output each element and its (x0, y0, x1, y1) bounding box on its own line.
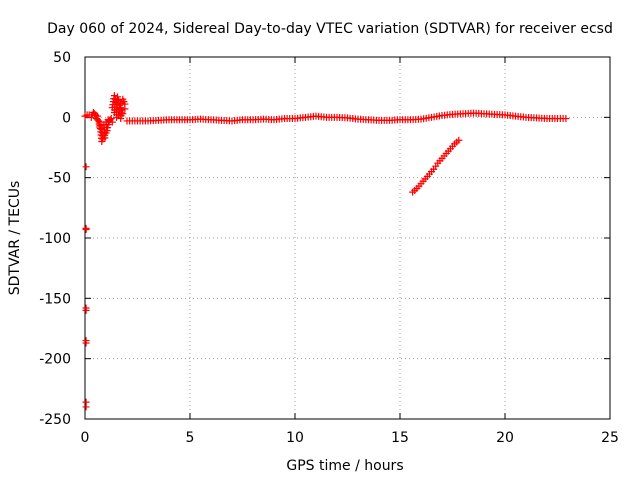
x-axis-label: GPS time / hours (286, 458, 403, 474)
data-point-descending-arc-interp (411, 186, 419, 194)
data-point-descending-arc-interp (440, 152, 448, 160)
x-tick-label: 0 (81, 430, 90, 446)
data-point-outliers (82, 306, 90, 314)
y-tick-label: -200 (39, 352, 71, 368)
data-point-early-scatter (94, 116, 102, 124)
plot-frame (84, 56, 611, 420)
data-point-early-scatter-interp (96, 125, 104, 133)
data-point-early-scatter-interp (115, 104, 123, 112)
x-tick-label: 10 (286, 430, 304, 446)
x-axis-ticks: 0 5 10 15 20 25 (81, 57, 619, 446)
x-tick-label: 20 (496, 430, 514, 446)
data-point-early-scatter (107, 115, 115, 123)
x-tick-label: 25 (601, 430, 619, 446)
data-point-main-track-interp (559, 115, 567, 123)
data-point-main-track-interp (435, 112, 443, 120)
data-point-main-track-interp (425, 114, 433, 122)
data-point-early-scatter (108, 118, 116, 126)
data-point-descending-arc-interp (428, 168, 435, 176)
data-point-descending-arc-interp (444, 147, 452, 155)
data-point-descending-arc-interp (436, 157, 444, 165)
data-point-early-scatter-interp (104, 124, 112, 132)
y-tick-label: 50 (53, 50, 71, 66)
data-points (81, 92, 570, 411)
x-tick-label: 15 (391, 430, 409, 446)
data-point-descending-arc-interp (423, 172, 431, 180)
data-point-early-scatter (104, 116, 112, 124)
data-point-main-track-interp (509, 112, 517, 120)
x-tick-label: 5 (186, 430, 195, 446)
chart-title: Day 060 of 2024, Sidereal Day-to-day VTE… (47, 21, 613, 37)
data-point-early-scatter-interp (95, 120, 103, 128)
y-axis-ticks: -250 -200 -150 -100 -50 0 50 (39, 50, 610, 428)
data-point-outliers (82, 403, 90, 411)
data-point-early-scatter-interp (113, 95, 121, 103)
data-point-main-track-interp (414, 115, 422, 123)
data-point-descending-arc-interp (432, 162, 440, 170)
data-point-outliers (82, 226, 90, 234)
y-axis-label: SDTVAR / TECUs (7, 181, 23, 296)
data-point-descending-arc-interp (419, 177, 427, 185)
data-point-early-scatter-interp (117, 109, 125, 117)
data-point-main-track-interp (299, 114, 307, 122)
y-tick-label: -50 (48, 171, 71, 187)
y-tick-label: -150 (39, 291, 71, 307)
data-point-early-scatter-interp (110, 95, 118, 103)
data-point-early-scatter (117, 99, 125, 107)
y-tick-label: 0 (62, 110, 71, 126)
data-point-descending-arc-interp (453, 138, 461, 146)
data-point-early-scatter-interp (120, 98, 128, 106)
y-tick-label: -100 (39, 231, 71, 247)
data-point-descending-arc-interp (449, 142, 456, 150)
data-point-descending-arc-interp (415, 182, 423, 190)
data-point-outliers (82, 339, 90, 347)
y-tick-label: -250 (39, 412, 71, 428)
grid-lines (85, 57, 610, 419)
data-point-outliers (82, 163, 90, 171)
data-point-early-scatter-interp (101, 131, 109, 139)
data-point-early-scatter-interp (88, 111, 96, 119)
